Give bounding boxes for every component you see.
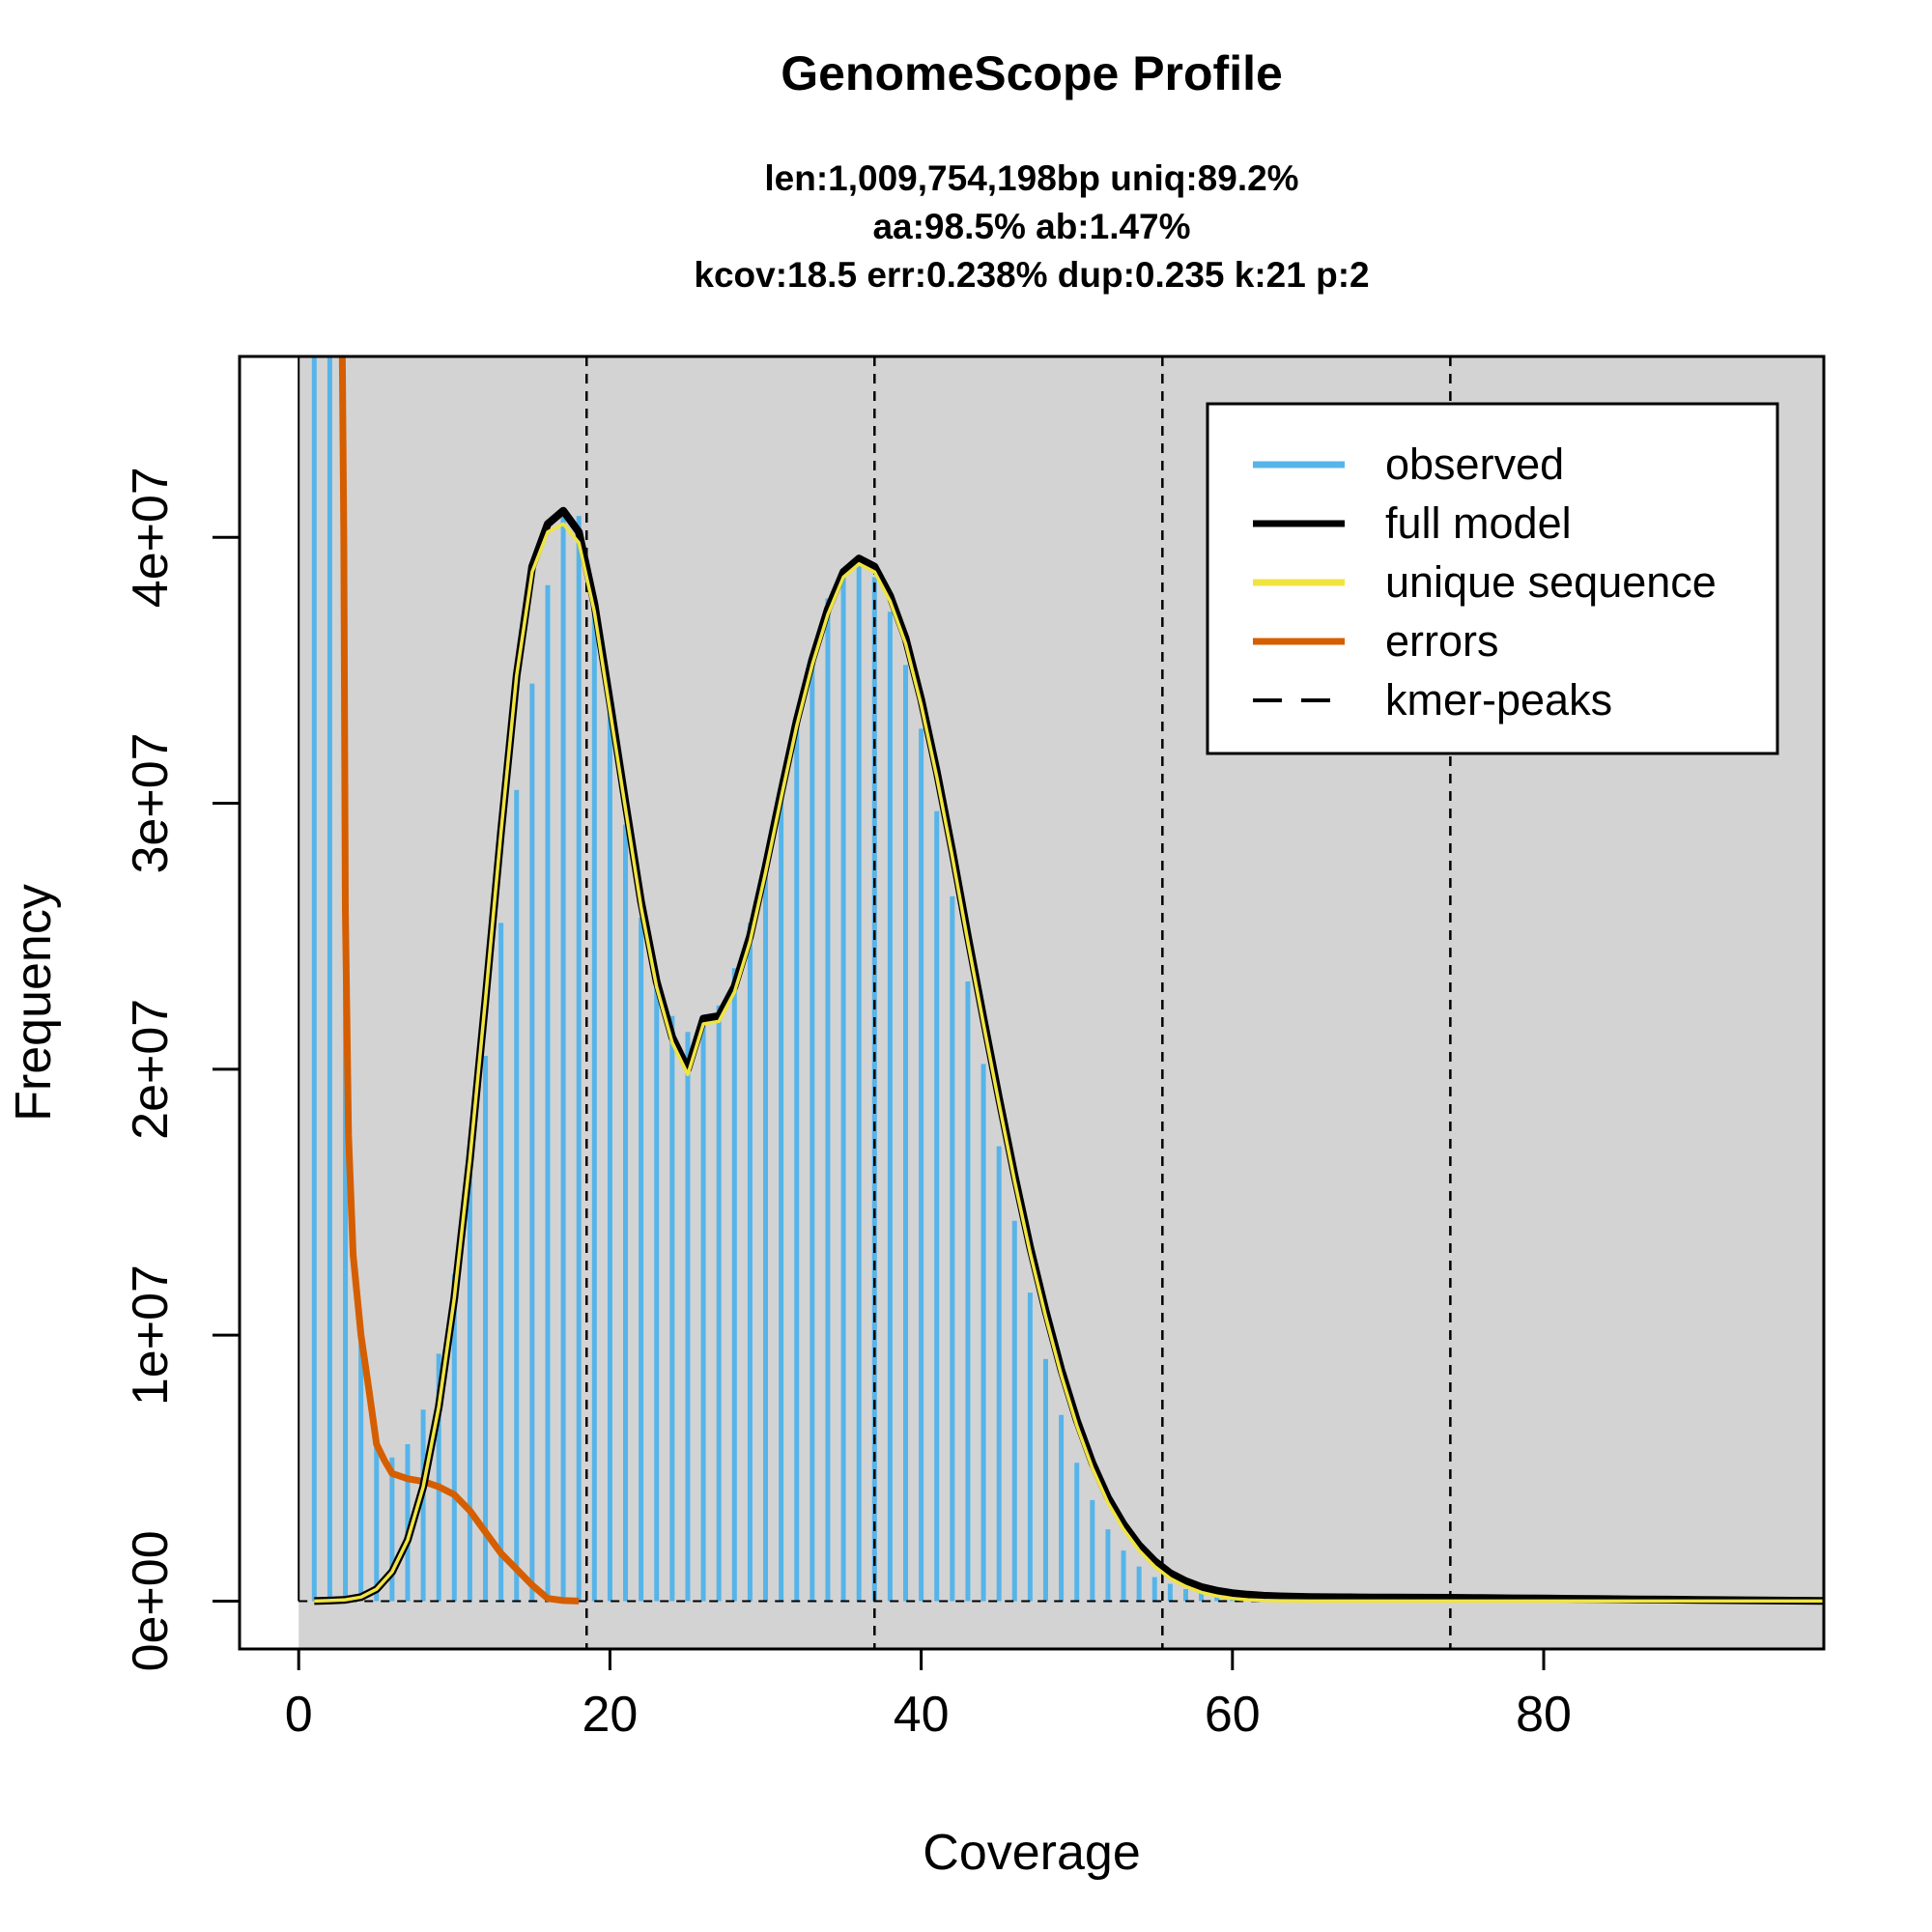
- chart-subtitle-line-3: kcov:18.5 err:0.238% dup:0.235 k:21 p:2: [694, 255, 1369, 295]
- x-tick-label: 0: [285, 1687, 313, 1743]
- x-tick-label: 60: [1205, 1687, 1261, 1743]
- chart-title: GenomeScope Profile: [781, 46, 1283, 100]
- x-tick-label: 20: [582, 1687, 638, 1743]
- y-tick-label: 3e+07: [123, 732, 179, 873]
- chart-subtitle-line-2: aa:98.5% ab:1.47%: [872, 207, 1190, 246]
- y-tick-label: 0e+00: [123, 1530, 179, 1671]
- y-axis: 0e+00 1e+07 2e+07 3e+07 4e+07: [123, 467, 242, 1671]
- observed-bars: [311, 356, 1824, 1602]
- x-tick-label: 40: [894, 1687, 950, 1743]
- y-tick-label: 1e+07: [123, 1264, 179, 1406]
- legend-label: unique sequence: [1385, 557, 1717, 607]
- errors-curve: [338, 356, 580, 1605]
- chart-subtitle-line-1: len:1,009,754,198bp uniq:89.2%: [764, 158, 1298, 198]
- x-axis-title: Coverage: [923, 1825, 1140, 1881]
- y-axis-title: Frequency: [6, 884, 62, 1122]
- legend: observed full model unique sequence errors k…: [1206, 402, 1779, 755]
- model-curves: [314, 356, 1824, 1605]
- legend-label: observed: [1385, 440, 1564, 489]
- x-tick-label: 80: [1516, 1687, 1572, 1743]
- x-axis: 0 20 40 60 80: [285, 1647, 1572, 1743]
- y-tick-label: 4e+07: [123, 467, 179, 608]
- legend-label: full model: [1385, 498, 1572, 548]
- legend-label: errors: [1385, 616, 1499, 666]
- unique-sequence-curve: [314, 522, 1824, 1604]
- y-tick-label: 2e+07: [123, 999, 179, 1140]
- legend-label: kmer-peaks: [1385, 675, 1612, 724]
